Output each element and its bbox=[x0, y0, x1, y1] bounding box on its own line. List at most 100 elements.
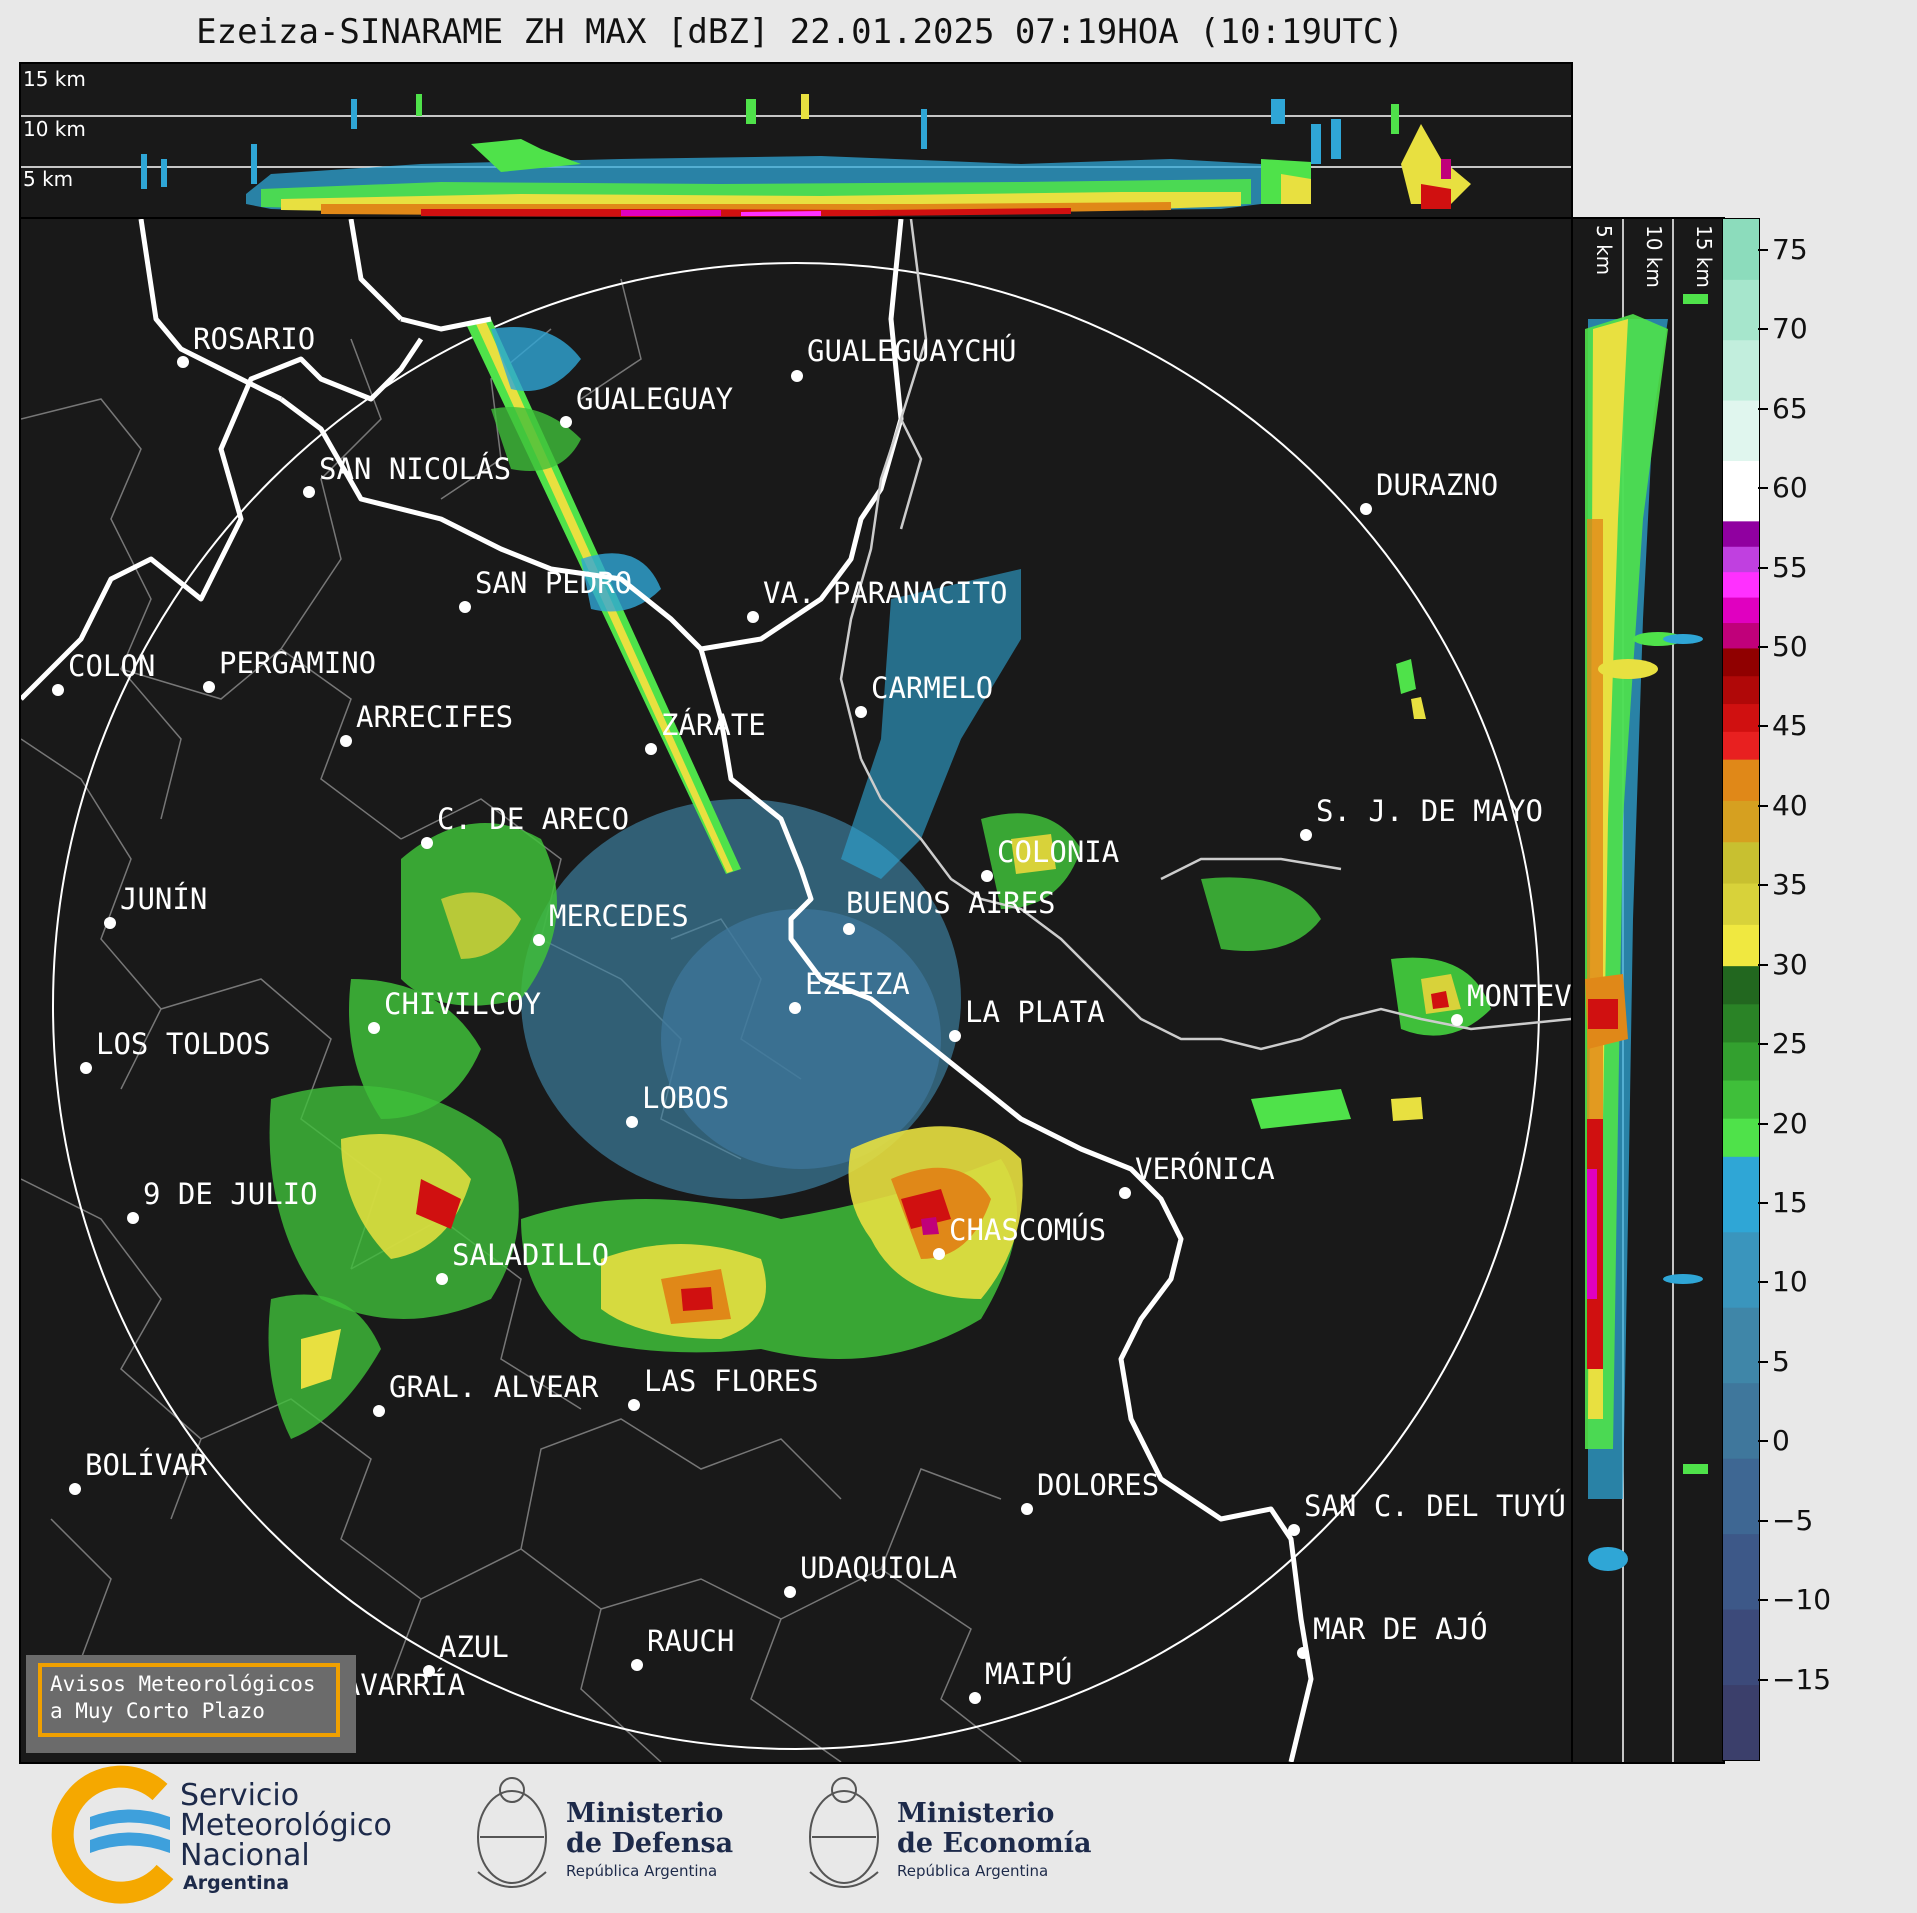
colorbar-segment bbox=[1723, 1382, 1759, 1459]
colorbar-tick bbox=[1758, 645, 1768, 648]
colorbar-tick bbox=[1758, 328, 1768, 331]
colorbar-segment bbox=[1723, 279, 1759, 341]
city-label: BUENOS AIRES bbox=[846, 886, 1056, 920]
colorbar-segment bbox=[1723, 759, 1759, 801]
colorbar-tick-label: 25 bbox=[1772, 1027, 1808, 1061]
colorbar-segment bbox=[1723, 546, 1759, 573]
side-cross-section: 5 km 10 km 15 km bbox=[1571, 217, 1725, 1764]
colorbar-segment bbox=[1723, 400, 1759, 461]
radar-echoes bbox=[268, 319, 1491, 1439]
side-alt-label-15: 15 km bbox=[1692, 225, 1716, 288]
colorbar-tick-label: 30 bbox=[1772, 947, 1808, 981]
city-label: MONTEVIDEO bbox=[1467, 979, 1571, 1013]
city-label: SALADILLO bbox=[452, 1238, 609, 1272]
city-label: SAN PEDRO bbox=[475, 566, 632, 600]
colorbar-segment bbox=[1723, 571, 1759, 598]
city-label: LOBOS bbox=[642, 1081, 729, 1115]
economia-line3: República Argentina bbox=[897, 1862, 1048, 1880]
colorbar-segment bbox=[1723, 1609, 1759, 1686]
colorbar-tick bbox=[1758, 1043, 1768, 1046]
smn-line4: Argentina bbox=[183, 1872, 289, 1894]
economia-line2: de Economía bbox=[897, 1828, 1091, 1859]
side-reflectivity-profile bbox=[1585, 294, 1708, 1571]
colorbar-tick-label: 20 bbox=[1772, 1106, 1808, 1140]
economia-line1: Ministerio bbox=[897, 1798, 1054, 1829]
city-label: EZEIZA bbox=[805, 967, 910, 1001]
colorbar-segment bbox=[1723, 800, 1759, 843]
warning-line2: a Muy Corto Plazo bbox=[50, 1699, 265, 1723]
colorbar-tick-label: −5 bbox=[1772, 1503, 1814, 1537]
colorbar-segment bbox=[1723, 520, 1759, 547]
colorbar-tick bbox=[1758, 1678, 1768, 1681]
smn-line2: Meteorológico bbox=[180, 1808, 392, 1843]
colorbar-segment bbox=[1723, 647, 1759, 677]
colorbar-segment bbox=[1723, 883, 1759, 925]
colorbar-segment bbox=[1723, 965, 1759, 1005]
colorbar-segment bbox=[1723, 1041, 1759, 1081]
warning-link[interactable]: Avisos Meteorológicos a Muy Corto Plazo bbox=[38, 1663, 340, 1737]
colorbar-tick-label: 70 bbox=[1772, 312, 1808, 346]
city-label: LA PLATA bbox=[965, 995, 1105, 1029]
colorbar-segment bbox=[1723, 1080, 1759, 1119]
city-label: JUNÍN bbox=[120, 882, 207, 916]
colorbar-segment bbox=[1723, 841, 1759, 884]
city-label: SAN NICOLÁS bbox=[319, 452, 511, 486]
colorbar-tick bbox=[1758, 963, 1768, 966]
city-label: AZUL bbox=[439, 1630, 509, 1664]
colorbar-tick-label: 35 bbox=[1772, 868, 1808, 902]
colorbar-tick-label: −15 bbox=[1772, 1662, 1832, 1696]
smn-line3: Nacional bbox=[180, 1838, 310, 1873]
colorbar-tick bbox=[1758, 725, 1768, 728]
colorbar-segment bbox=[1723, 731, 1759, 760]
smn-logo-icon bbox=[51, 1765, 174, 1904]
colorbar-segment bbox=[1723, 924, 1759, 967]
colorbar-segment bbox=[1723, 1156, 1759, 1233]
city-label: ROSARIO bbox=[193, 322, 315, 356]
city-label: CARMELO bbox=[871, 671, 993, 705]
side-alt-label-10: 10 km bbox=[1642, 225, 1666, 288]
city-label: MERCEDES bbox=[549, 899, 689, 933]
colorbar bbox=[1722, 218, 1760, 1761]
colorbar-tick bbox=[1758, 1281, 1768, 1284]
colorbar-tick bbox=[1758, 884, 1768, 887]
colorbar-tick-label: 0 bbox=[1772, 1424, 1790, 1458]
colorbar-segment bbox=[1723, 1003, 1759, 1043]
defensa-line1: Ministerio bbox=[566, 1798, 723, 1829]
city-label: S. J. DE MAYO bbox=[1316, 794, 1543, 828]
top-reflectivity-profile bbox=[141, 94, 1471, 217]
colorbar-segment bbox=[1723, 219, 1759, 280]
colorbar-segment bbox=[1723, 1533, 1759, 1610]
colorbar-tick bbox=[1758, 566, 1768, 569]
colorbar-segment bbox=[1723, 1231, 1759, 1308]
coastline bbox=[21, 219, 1314, 1762]
colorbar-tick bbox=[1758, 1599, 1768, 1602]
colorbar-segment bbox=[1723, 1307, 1759, 1384]
city-label: DOLORES bbox=[1037, 1468, 1159, 1502]
coat-of-arms-icon bbox=[477, 1777, 547, 1888]
city-label: COLONIA bbox=[997, 835, 1119, 869]
chart-title: Ezeiza-SINARAME ZH MAX [dBZ] 22.01.2025 … bbox=[196, 12, 1404, 52]
colorbar-segment bbox=[1723, 675, 1759, 705]
colorbar-tick bbox=[1758, 1201, 1768, 1204]
colorbar-segment bbox=[1723, 460, 1759, 522]
admin-boundaries bbox=[21, 278, 1022, 1762]
range-ring bbox=[52, 262, 1540, 1750]
top-cross-section: 15 km 10 km 5 km bbox=[19, 62, 1573, 221]
defensa-line3: República Argentina bbox=[566, 1862, 717, 1880]
city-label: CHIVILCOY bbox=[384, 987, 541, 1021]
colorbar-segment bbox=[1723, 622, 1759, 649]
defensa-line2: de Defensa bbox=[566, 1828, 733, 1859]
city-label: LOS TOLDOS bbox=[96, 1027, 271, 1061]
side-alt-label-5: 5 km bbox=[1592, 225, 1616, 275]
city-label: MAR DE AJÓ bbox=[1313, 1612, 1488, 1646]
colorbar-tick-label: 40 bbox=[1772, 788, 1808, 822]
colorbar-segment bbox=[1723, 339, 1759, 401]
warning-line1: Avisos Meteorológicos bbox=[50, 1672, 316, 1696]
colorbar-tick bbox=[1758, 487, 1768, 490]
top-alt-label-15: 15 km bbox=[23, 67, 86, 91]
city-label: COLON bbox=[68, 649, 155, 683]
city-label: DURAZNO bbox=[1376, 468, 1498, 502]
colorbar-tick-label: 65 bbox=[1772, 391, 1808, 425]
colorbar-tick bbox=[1758, 1122, 1768, 1125]
city-label: ZÁRATE bbox=[661, 708, 766, 742]
